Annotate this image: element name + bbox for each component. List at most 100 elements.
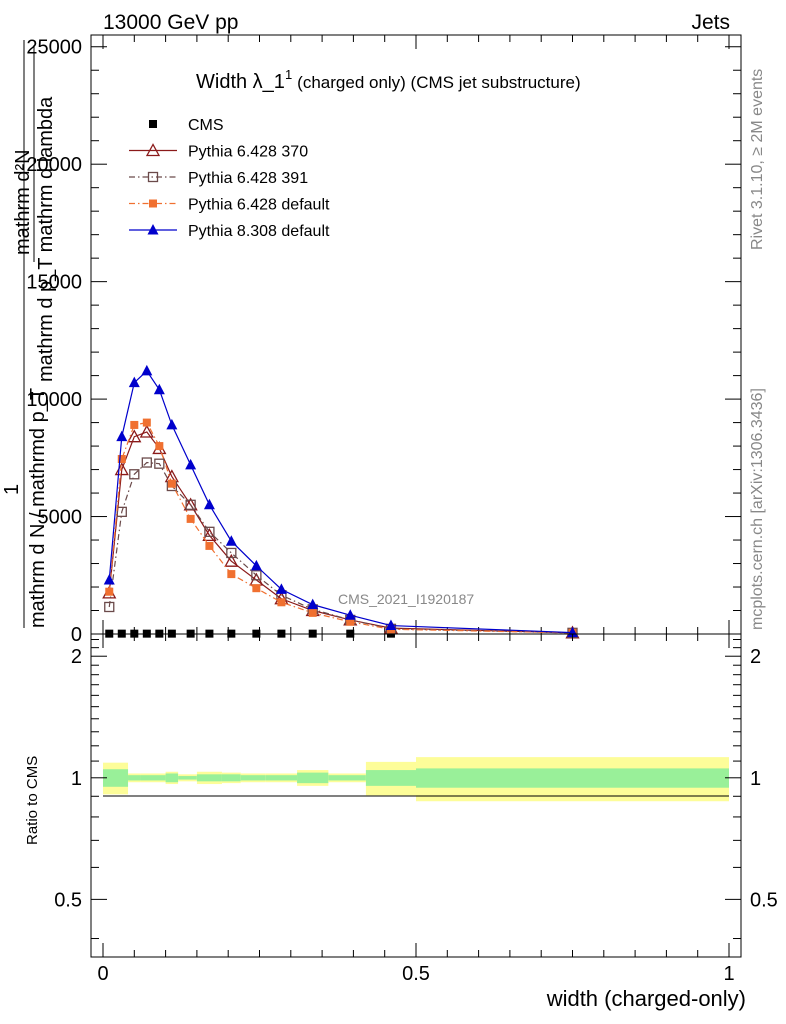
ratio-band-stat	[416, 768, 729, 788]
data-point-py8_default	[166, 418, 178, 430]
jets-label: Jets	[691, 11, 730, 34]
ratio-band-stat	[265, 775, 298, 781]
legend-marker-py8_default	[147, 224, 159, 235]
legend-marker-py6_391	[147, 171, 159, 183]
data-point-py6_default	[186, 514, 195, 523]
ratio-ytick-label-right: 0.5	[750, 889, 778, 911]
series-line-py6_391	[108, 461, 573, 634]
data-point-py6_default	[167, 479, 176, 488]
series-line-py6_default	[108, 421, 573, 634]
main-ytick-label: 15000	[26, 272, 82, 294]
main-axis-ticks: 0 5000 10000 15000 20000 25000	[26, 35, 741, 646]
data-point-py6_391	[104, 601, 115, 613]
data-point-py6_default	[227, 570, 236, 579]
ratio-bands	[103, 757, 729, 802]
data-point-py6_default	[252, 584, 261, 593]
ratio-band-stat	[221, 774, 241, 782]
legend-label-py6_391: Pythia 6.428 391	[188, 170, 308, 187]
data-point-py6_default	[205, 541, 214, 550]
chart-title: Width λ_11 (charged only) (CMS jet substr…	[196, 67, 581, 93]
data-point-py6_391	[204, 526, 215, 537]
data-point-py6_default	[277, 598, 286, 607]
main-ytick-label: 25000	[26, 37, 82, 59]
data-point-py8_default	[250, 559, 262, 571]
ratio-band-stat	[128, 775, 141, 781]
y-axis-label: mathrm d²N mathrm d p_T mathrm d lambda …	[1, 40, 57, 628]
ratio-band-stat	[140, 775, 166, 781]
ratio-ytick-label-right: 2	[750, 646, 761, 668]
data-point-py6_default	[105, 587, 114, 596]
data-point-py6_391	[226, 547, 237, 559]
ratio-ytick-label: 1	[71, 768, 82, 790]
data-point-py8_default	[153, 383, 165, 395]
data-point-py6_370	[127, 429, 142, 443]
data-point-py6_default	[308, 608, 317, 617]
series-py8_default	[103, 364, 578, 638]
data-point-py6_default	[142, 418, 151, 427]
data-point-py8_default	[385, 619, 397, 631]
watermark: CMS_2021_I1920187	[338, 591, 474, 607]
data-point-py6_default	[117, 454, 126, 463]
ylabel-frac-bottom: mathrm d p_T mathrm d lambda	[35, 96, 57, 382]
legend-marker-py6_370	[145, 143, 161, 157]
ratio-band-stat	[196, 774, 222, 782]
legend: CMS Pythia 6.428 370 Pythia 6.428 391 Pythi…	[129, 117, 330, 240]
data-point-py6_391	[129, 469, 140, 480]
x-axis-label: width (charged-only)	[546, 986, 746, 1011]
data-point-py6_391	[141, 457, 152, 468]
mcplots-label: mcplots.cern.ch [arXiv:1306.3436]	[749, 388, 766, 630]
ratio-xtick-label: 1	[723, 963, 734, 985]
data-point-py8_default	[344, 609, 356, 620]
data-point-py8_default	[116, 430, 128, 442]
data-point-py8_default	[185, 458, 197, 470]
ratio-band-stat	[297, 772, 329, 784]
ratio-axis-ticks: 0.5 0.5 1 1 2 2 0 0.5 1	[54, 634, 778, 985]
data-point-py8_default	[275, 583, 287, 594]
main-panel: 0 5000 10000 15000 20000 25000 Width λ_11 (cha…	[1, 34, 742, 646]
data-point-py6_391	[251, 570, 262, 581]
main-ytick-label: 20000	[26, 154, 82, 176]
ratio-band-stat	[240, 775, 266, 781]
data-point-py8_default	[141, 364, 153, 376]
data-point-py6_391	[154, 458, 165, 469]
legend-label-py8_default: Pythia 8.308 default	[188, 223, 330, 240]
data-point-py6_370	[139, 424, 154, 438]
data-point-py6_370	[224, 553, 239, 567]
ratio-xtick-label: 0	[97, 963, 108, 985]
main-ytick-label: 10000	[26, 389, 82, 411]
ratio-band-stat	[365, 770, 416, 786]
legend-label-py6_370: Pythia 6.428 370	[188, 144, 308, 161]
ratio-panel: 0.5 0.5 1 1 2 2 0 0.5 1 Ratio to CMS width (char…	[24, 633, 778, 1011]
ratio-ytick-label-right: 1	[750, 768, 761, 790]
ylabel-outer: mathrm d N / mathrmd p_T	[27, 388, 49, 628]
data-point-py6_370	[202, 527, 217, 541]
data-point-py6_391	[116, 506, 127, 518]
data-point-py8_default	[225, 535, 237, 546]
main-ytick-label: 5000	[38, 507, 83, 529]
data-point-py8_default	[103, 573, 115, 585]
data-point-py8_default	[307, 598, 319, 610]
legend-label-cms: CMS	[188, 117, 224, 134]
energy-label: 13000 GeV pp	[103, 11, 238, 34]
rivet-label: Rivet 3.1.10, ≥ 2M events	[749, 69, 766, 250]
ratio-ylabel: Ratio to CMS	[24, 756, 41, 845]
ratio-ytick-label: 2	[71, 646, 82, 668]
ylabel-frac-top: mathrm d²N	[12, 149, 34, 255]
ratio-band-stat	[103, 769, 129, 787]
ratio-ytick-label: 0.5	[54, 889, 82, 911]
ratio-band-stat	[178, 776, 197, 780]
ylabel-one: 1	[1, 484, 23, 495]
ratio-xtick-label: 0.5	[402, 963, 430, 985]
main-ytick-label: 0	[71, 624, 82, 646]
legend-marker-py6_default	[149, 199, 157, 208]
ratio-band-stat	[165, 773, 179, 783]
data-point-py8_default	[128, 376, 140, 388]
data-point-py6_default	[130, 420, 139, 429]
legend-marker-cms	[149, 120, 157, 128]
data-point-py6_default	[346, 617, 355, 626]
ratio-band-stat	[328, 775, 366, 781]
data-point-py8_default	[203, 498, 215, 510]
legend-label-py6_default: Pythia 6.428 default	[188, 197, 330, 214]
data-point-py6_default	[155, 442, 164, 451]
